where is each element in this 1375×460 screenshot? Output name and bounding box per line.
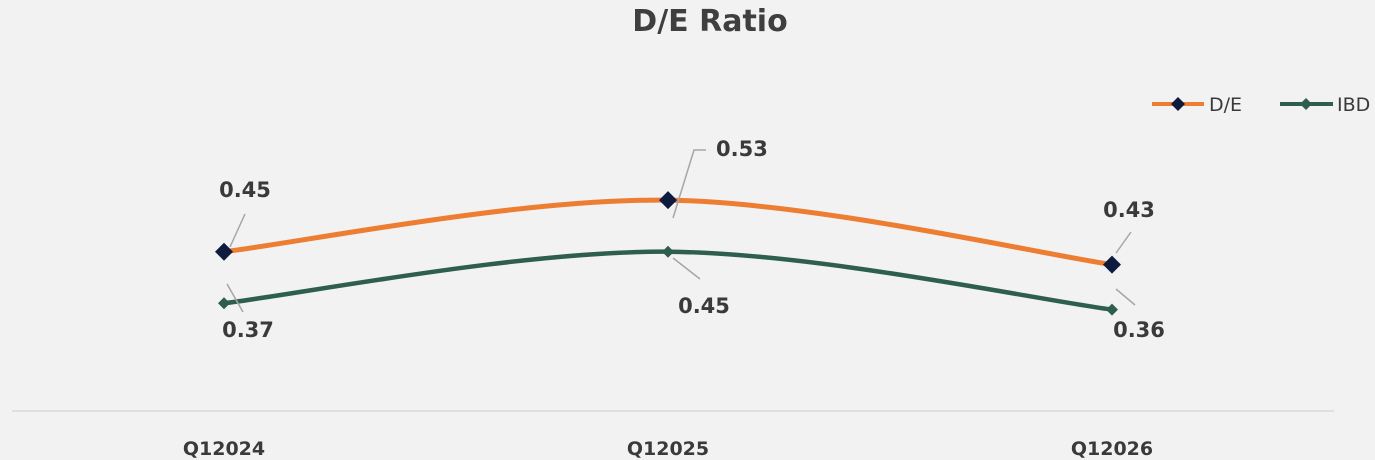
x-tick-label: Q12025	[627, 438, 709, 460]
series-line-ibd	[221, 249, 1115, 312]
data-point-marker	[662, 245, 674, 258]
x-tick-label: Q12026	[1071, 438, 1153, 460]
legend-label-de: D/E	[1209, 94, 1242, 116]
leader-line	[1115, 231, 1132, 254]
leader-line	[1115, 288, 1136, 306]
x-tick-label: Q12024	[183, 438, 265, 460]
data-point-marker	[659, 191, 677, 210]
data-label: 0.45	[678, 294, 730, 318]
leader-line	[672, 257, 701, 280]
leader-line	[229, 213, 246, 248]
data-label: 0.37	[222, 318, 274, 342]
data-label: 0.45	[219, 178, 271, 202]
legend-marker-ibd	[1300, 98, 1312, 110]
data-label: 0.36	[1113, 318, 1165, 342]
legend-marker-de	[1171, 97, 1185, 111]
data-point-marker	[1106, 303, 1118, 316]
leader-line	[226, 283, 244, 313]
legend: D/E IBD	[1152, 94, 1370, 116]
data-point-marker	[1103, 255, 1121, 274]
data-label: 0.53	[716, 137, 768, 161]
legend-label-ibd: IBD	[1337, 94, 1370, 116]
plot-area: Q12024 Q12025 Q12026 0.45 0.53 0.43 0.37 0.45 0.…	[183, 137, 1165, 460]
leader-line	[672, 149, 706, 219]
chart-title: D/E Ratio	[632, 4, 787, 39]
data-point-marker	[218, 297, 230, 310]
data-label: 0.43	[1103, 198, 1155, 222]
legend-item-ibd: IBD	[1280, 94, 1370, 116]
data-point-marker	[215, 242, 233, 261]
legend-item-de: D/E	[1152, 94, 1242, 116]
